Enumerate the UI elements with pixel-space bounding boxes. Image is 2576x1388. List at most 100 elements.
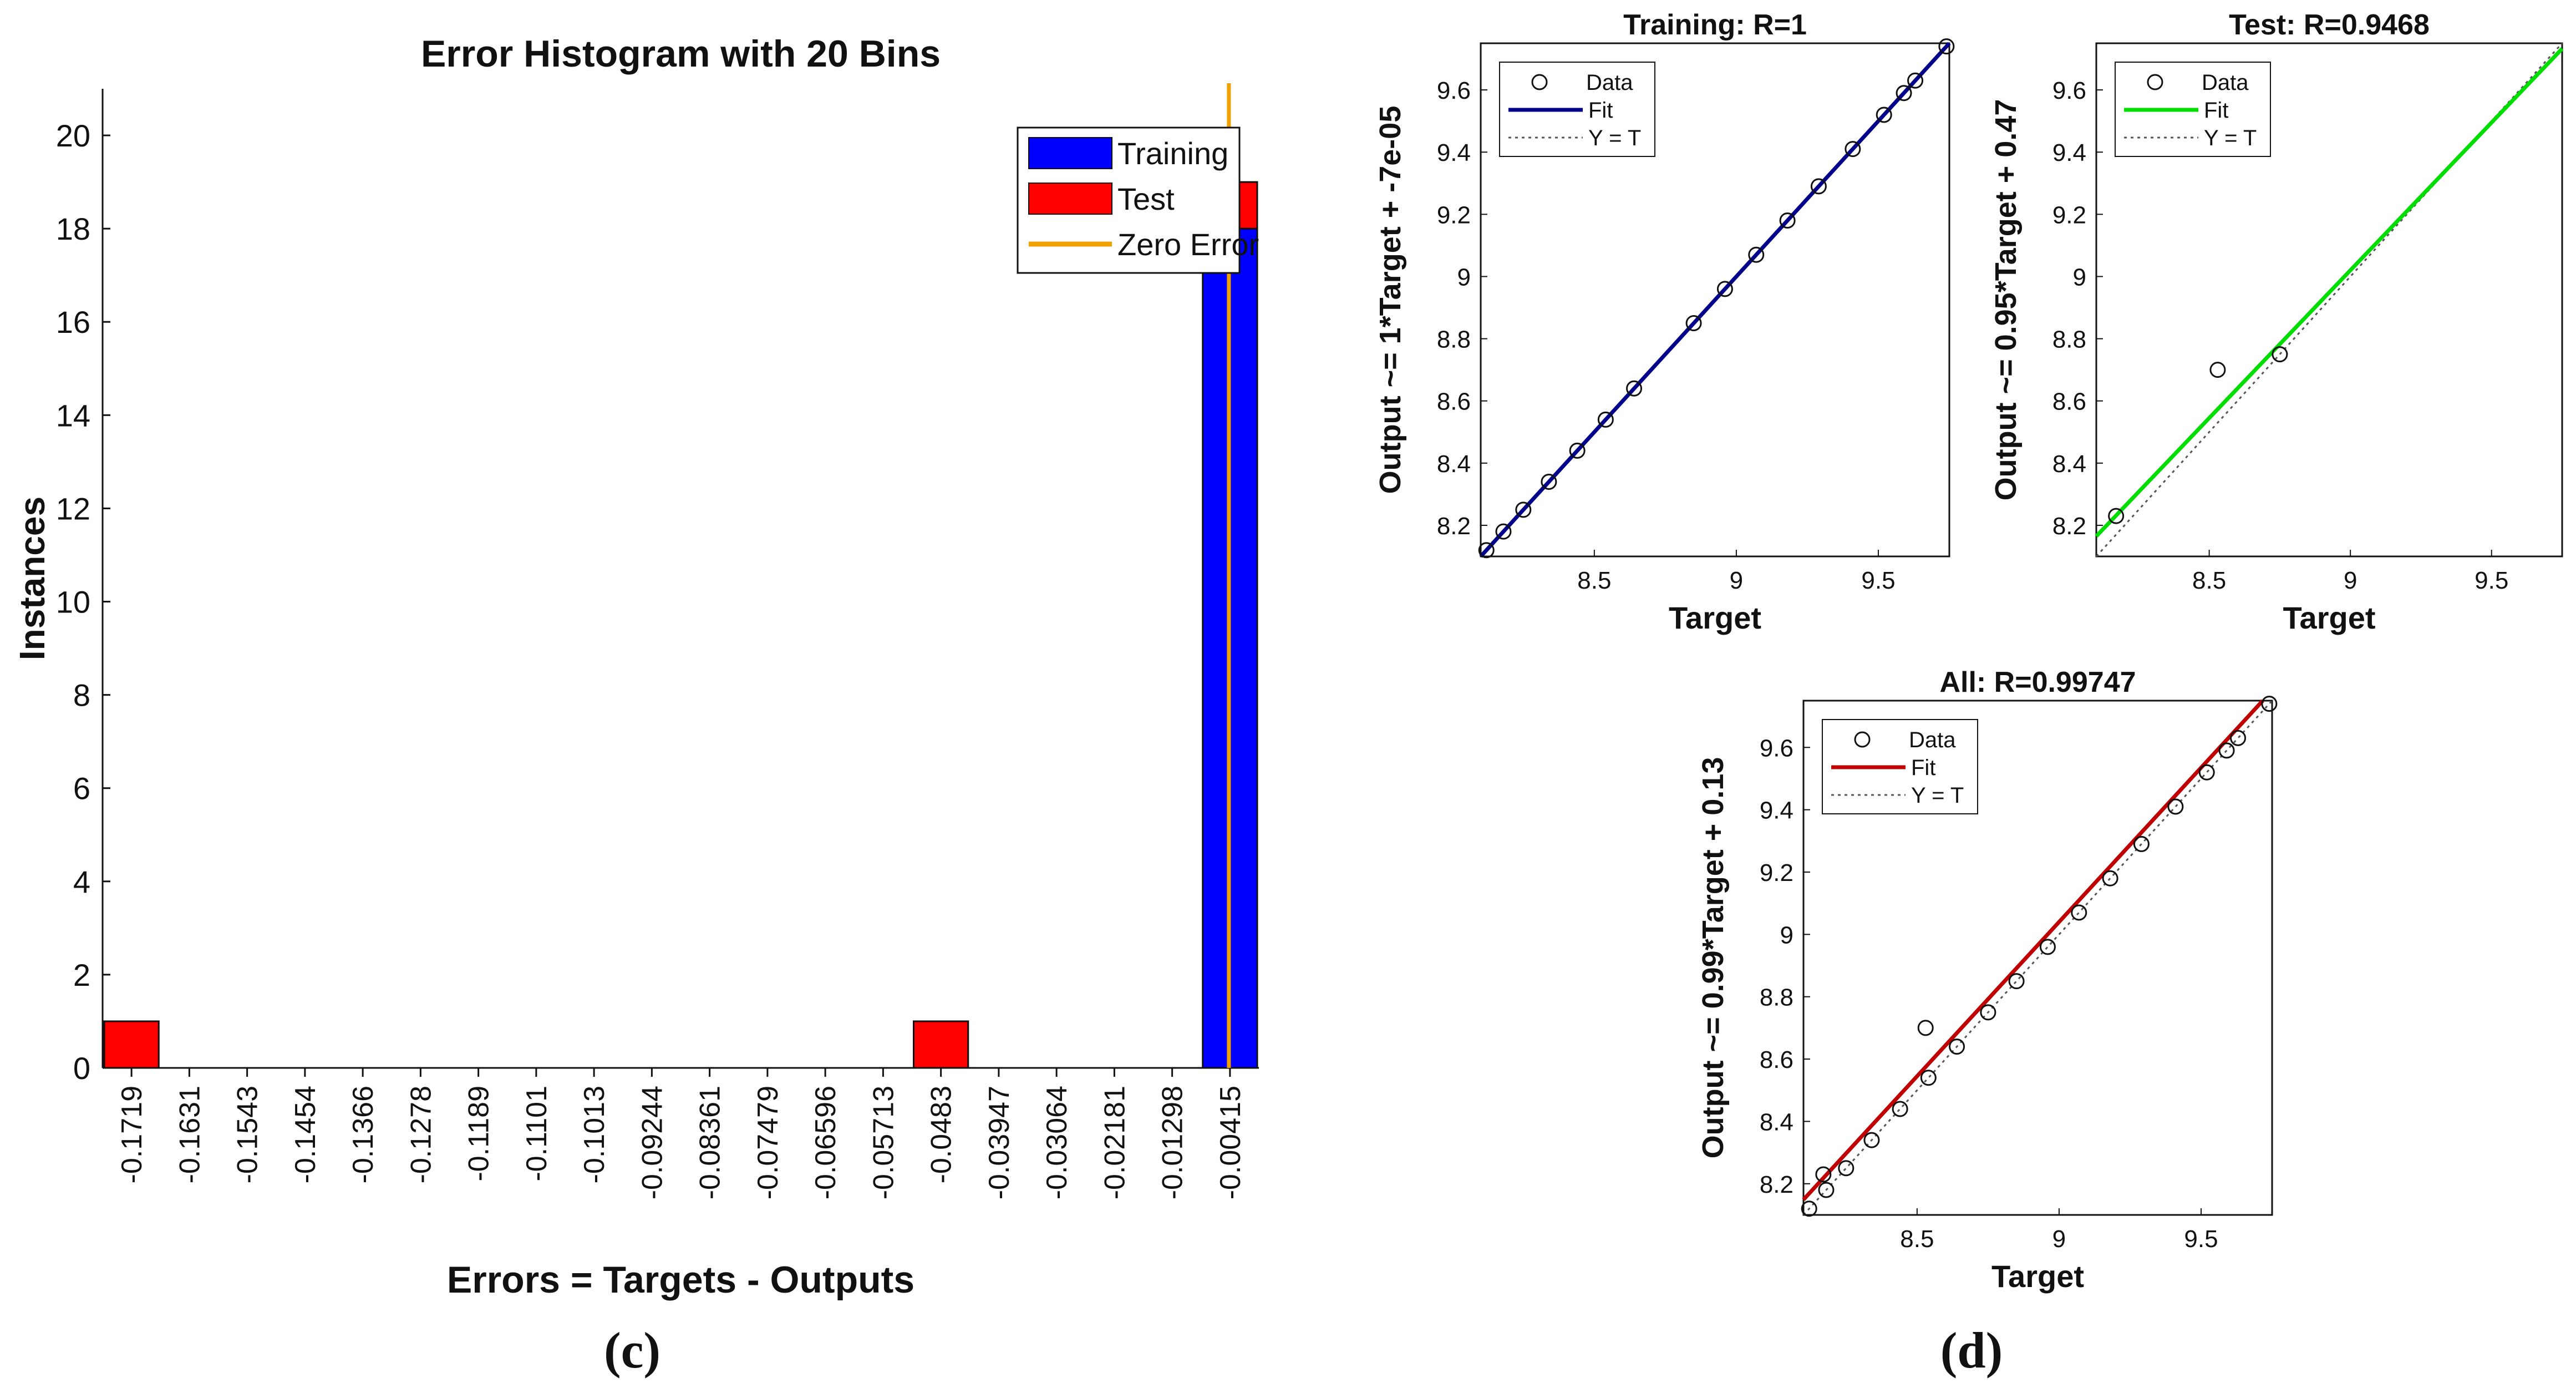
histogram-x-tick-label: -0.03947 bbox=[983, 1086, 1015, 1199]
training-y-label: Output ~= 1*Target + -7e-05 bbox=[1374, 106, 1407, 494]
histogram-legend: Training Test Zero Error bbox=[1017, 126, 1259, 274]
histogram-legend-label: Training bbox=[1117, 136, 1228, 171]
histogram-y-tick-label: 8 bbox=[73, 678, 90, 713]
training-y-tick-label: 8.2 bbox=[1437, 513, 1471, 540]
all-y-tick-label: 9 bbox=[1780, 921, 1793, 949]
test-data-point bbox=[2272, 346, 2288, 363]
test-y-label: Output ~= 0.95*Target + 0.47 bbox=[1989, 99, 2023, 501]
training-data-point bbox=[1685, 315, 1702, 332]
test-y-tick-label: 9.2 bbox=[2052, 201, 2086, 229]
all-data-point bbox=[2039, 939, 2056, 955]
training-x-tick-label: 9 bbox=[1730, 567, 1743, 594]
all-y-tick-label: 9.6 bbox=[1760, 734, 1793, 762]
training-data-point bbox=[1748, 246, 1765, 263]
all-data-point bbox=[2167, 798, 2184, 815]
all-data-point bbox=[1838, 1160, 1854, 1177]
all-data-point bbox=[1892, 1101, 1908, 1117]
training-data-point bbox=[1569, 442, 1586, 459]
training-data-point bbox=[1716, 281, 1733, 297]
histogram-x-tick-label: -0.1543 bbox=[232, 1086, 264, 1183]
training-legend-marker bbox=[1531, 74, 1548, 90]
training-data-point bbox=[1597, 411, 1614, 428]
test-legend: Data Fit Y = T bbox=[2115, 62, 2271, 157]
training-data-point bbox=[1779, 212, 1796, 229]
histogram-x-tick-label: -0.1719 bbox=[116, 1086, 148, 1183]
test-legend-label: Data bbox=[2202, 70, 2249, 95]
all-legend-marker bbox=[1854, 731, 1871, 748]
all-title: All: R=0.99747 bbox=[1939, 666, 2136, 698]
test-x-tick-label: 8.5 bbox=[2192, 567, 2226, 594]
histogram-title: Error Histogram with 20 Bins bbox=[421, 33, 941, 75]
histogram-y-tick-label: 16 bbox=[56, 305, 90, 340]
all-fit-line bbox=[1802, 699, 2264, 1201]
training-x-tick-label: 8.5 bbox=[1577, 567, 1611, 594]
all-data-point bbox=[2071, 904, 2087, 921]
all-data-point bbox=[2261, 696, 2278, 712]
all-y-tick-label: 8.6 bbox=[1760, 1046, 1793, 1073]
training-data-point bbox=[1495, 523, 1512, 540]
test-y-tick-label: 9 bbox=[2073, 264, 2086, 291]
panel-d-label: (d) bbox=[1940, 1322, 2003, 1379]
histogram-y-tick-label: 10 bbox=[56, 585, 90, 620]
all-data-point bbox=[1917, 1020, 1934, 1036]
training-y-tick-label: 9.4 bbox=[1437, 139, 1471, 166]
all-data-point bbox=[2218, 742, 2235, 759]
all-data-point bbox=[2230, 730, 2247, 746]
histogram-x-tick-label: -0.1278 bbox=[405, 1086, 437, 1183]
training-data-point bbox=[1907, 72, 1924, 89]
histogram-y-tick-label: 0 bbox=[73, 1051, 90, 1086]
training-y-tick-label: 8.6 bbox=[1437, 388, 1471, 416]
all-data-point bbox=[2198, 764, 2215, 781]
test-x-label: Target bbox=[2283, 600, 2376, 635]
all-x-tick-label: 9.5 bbox=[2184, 1225, 2218, 1253]
histogram-x-label: Errors = Targets - Outputs bbox=[447, 1259, 914, 1301]
training-x-label: Target bbox=[1669, 600, 1761, 635]
histogram-x-tick-label: -0.00415 bbox=[1215, 1086, 1247, 1199]
training-legend-label: Y = T bbox=[1588, 126, 1641, 150]
training-fit-line bbox=[1479, 42, 1951, 558]
test-x-tick-label: 9 bbox=[2344, 567, 2357, 594]
training-legend-label: Fit bbox=[1588, 98, 1613, 123]
test-x-tick-label: 9.5 bbox=[2475, 567, 2508, 594]
training-legend: Data Fit Y = T bbox=[1499, 62, 1655, 157]
histogram-legend-label: Zero Error bbox=[1117, 227, 1259, 262]
histogram-x-tick-label: -0.05713 bbox=[867, 1086, 900, 1199]
histogram-x-tick-label: -0.03064 bbox=[1041, 1086, 1073, 1199]
histogram-x-tick-label: -0.09244 bbox=[636, 1086, 668, 1199]
test-y-tick-label: 9.6 bbox=[2052, 77, 2086, 104]
histogram-x-tick-label: -0.1013 bbox=[578, 1086, 611, 1183]
all-data-point bbox=[1863, 1132, 1880, 1148]
all-x-label: Target bbox=[1991, 1259, 2084, 1294]
training-data-point bbox=[1478, 542, 1495, 559]
all-legend-label: Y = T bbox=[1911, 783, 1964, 808]
training-y-tick-label: 9 bbox=[1457, 264, 1471, 291]
all-y-equals-t-line bbox=[1802, 700, 2273, 1216]
histogram-y-tick-label: 18 bbox=[56, 211, 90, 246]
training-title: Training: R=1 bbox=[1623, 9, 1807, 41]
all-legend-label: Data bbox=[1909, 728, 1956, 752]
all-data-point bbox=[2008, 973, 2025, 990]
all-data-point bbox=[1801, 1200, 1817, 1217]
all-data-point bbox=[1980, 1004, 1996, 1021]
histogram-x-tick-label: -0.1189 bbox=[463, 1086, 495, 1182]
all-x-tick-label: 8.5 bbox=[1900, 1225, 1934, 1253]
test-title: Test: R=0.9468 bbox=[2229, 9, 2430, 41]
training-data-point bbox=[1515, 501, 1532, 518]
test-data-point bbox=[2108, 508, 2125, 524]
histogram-x-tick-label: -0.08361 bbox=[694, 1086, 726, 1199]
test-data-point bbox=[2209, 362, 2226, 378]
histogram-y-tick-label: 12 bbox=[56, 491, 90, 526]
histogram-legend-swatch bbox=[1028, 183, 1112, 215]
all-y-tick-label: 8.2 bbox=[1760, 1171, 1793, 1198]
all-legend-label: Fit bbox=[1911, 756, 1935, 780]
histogram-chart: Error Histogram with 20 Bins 0 2 4 6 8 10 12 14 1… bbox=[12, 33, 1259, 1301]
all-y-tick-label: 9.4 bbox=[1760, 797, 1793, 824]
training-y-tick-label: 9.6 bbox=[1437, 77, 1471, 104]
histogram-x-tick-label: -0.1366 bbox=[347, 1086, 379, 1183]
histogram-bar-test bbox=[103, 1020, 160, 1069]
all-data-point bbox=[2133, 835, 2150, 852]
histogram-y-tick-label: 6 bbox=[73, 771, 90, 806]
all-data-point bbox=[1920, 1070, 1937, 1086]
training-y-tick-label: 9.2 bbox=[1437, 201, 1471, 229]
